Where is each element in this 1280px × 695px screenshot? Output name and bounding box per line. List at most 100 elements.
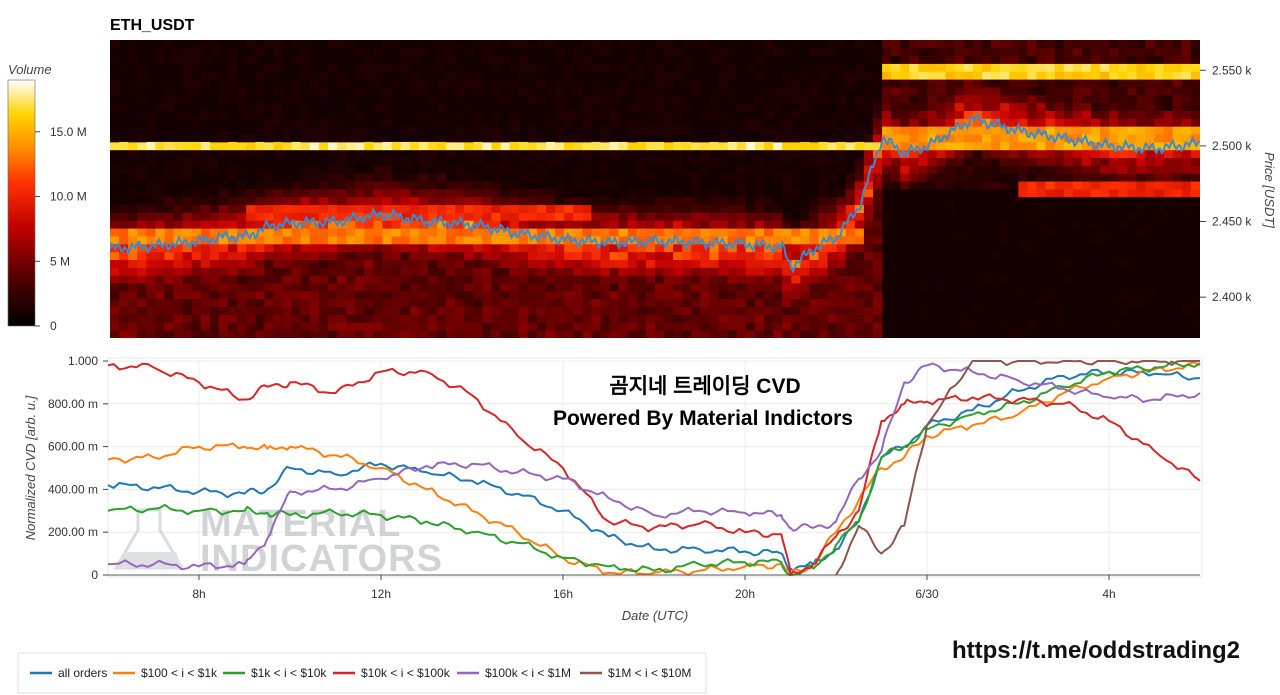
heatmap-cell xyxy=(1181,47,1192,57)
heatmap-cell xyxy=(418,290,429,300)
heatmap-cell xyxy=(500,165,511,174)
heatmap-cell xyxy=(400,275,411,284)
heatmap-cell xyxy=(418,79,429,88)
heatmap-cell xyxy=(373,173,383,182)
heatmap-cell xyxy=(346,314,356,323)
heatmap-cell xyxy=(546,275,556,284)
heatmap-cell xyxy=(1127,63,1137,72)
heatmap-cell xyxy=(1118,71,1128,80)
heatmap-cell xyxy=(473,141,483,151)
heatmap-cell xyxy=(500,330,511,338)
heatmap-cell xyxy=(1145,290,1155,300)
heatmap-cell xyxy=(373,306,383,315)
heatmap-cell xyxy=(182,189,193,198)
heatmap-cell xyxy=(1163,40,1174,49)
heatmap-cell xyxy=(836,110,847,119)
heatmap-cell xyxy=(1054,79,1065,88)
heatmap-cell xyxy=(546,306,556,315)
heatmap-cell xyxy=(573,55,583,64)
heatmap-cell xyxy=(409,283,420,292)
heatmap-cell xyxy=(418,126,429,135)
heatmap-cell xyxy=(446,298,456,308)
heatmap-cell xyxy=(455,330,465,338)
heatmap-cell xyxy=(237,134,247,143)
legend-item[interactable]: $10k < i < $100k xyxy=(333,666,451,680)
heatmap-cell xyxy=(282,157,293,166)
heatmap-cell xyxy=(818,251,828,260)
heatmap-cell xyxy=(273,298,283,308)
heatmap-cell xyxy=(836,87,847,96)
heatmap-cell xyxy=(146,189,156,198)
heatmap-cell xyxy=(882,157,892,166)
heatmap-cell xyxy=(518,157,529,166)
heatmap-cell xyxy=(773,87,783,96)
heatmap-cell xyxy=(382,306,392,315)
heatmap-cell xyxy=(328,118,338,127)
heatmap-cell xyxy=(836,149,847,159)
heatmap-cell xyxy=(309,306,320,315)
heatmap-cell xyxy=(863,87,874,96)
heatmap-cell xyxy=(1100,165,1110,174)
legend-item[interactable]: $1M < i < $10M xyxy=(580,666,691,680)
heatmap-cell xyxy=(219,141,229,151)
heatmap-cell xyxy=(963,55,974,64)
heatmap-cell xyxy=(491,314,501,323)
heatmap-cell xyxy=(146,236,156,245)
heatmap-cell xyxy=(682,204,692,213)
heatmap-cell xyxy=(110,40,120,49)
heatmap-cell xyxy=(945,55,956,64)
heatmap-cell xyxy=(318,71,329,80)
heatmap-cell xyxy=(1190,118,1200,127)
heatmap-cell xyxy=(300,71,311,80)
heatmap-cell xyxy=(627,243,638,253)
heatmap-cell xyxy=(1154,204,1165,213)
heatmap-cell xyxy=(1091,71,1101,80)
heatmap-cell xyxy=(546,87,556,96)
heatmap-cell xyxy=(618,243,629,253)
legend-item[interactable]: $100 < i < $1k xyxy=(113,666,218,680)
legend-item[interactable]: $100k < i < $1M xyxy=(457,666,571,680)
heatmap-cell xyxy=(536,196,547,206)
heatmap-cell xyxy=(200,298,211,308)
heatmap-cell xyxy=(655,196,665,206)
heatmap-cell xyxy=(555,290,565,300)
heatmap-cell xyxy=(464,173,474,182)
heatmap-cell xyxy=(209,220,220,229)
heatmap-cell xyxy=(573,283,583,292)
heatmap-cell xyxy=(927,79,937,88)
heatmap-cell xyxy=(873,306,883,315)
heatmap-cell xyxy=(809,87,819,96)
heatmap-cell xyxy=(791,94,801,104)
heatmap-cell xyxy=(418,157,429,166)
heatmap-cell xyxy=(909,40,919,49)
heatmap-cell xyxy=(518,40,529,49)
legend-item[interactable]: $1k < i < $10k xyxy=(223,666,327,680)
heatmap-cell xyxy=(1163,87,1174,96)
heatmap-cell xyxy=(464,322,474,331)
heatmap-cell xyxy=(309,173,320,182)
legend-item[interactable]: all orders xyxy=(30,666,107,680)
heatmap-cell xyxy=(600,306,610,315)
heatmap-cell xyxy=(873,259,883,268)
heatmap-cell xyxy=(582,306,592,315)
heatmap-cell xyxy=(418,87,429,96)
heatmap-cell xyxy=(936,118,947,127)
heatmap-cell xyxy=(1118,94,1128,104)
heatmap-cell xyxy=(573,134,583,143)
heatmap-cell xyxy=(1000,79,1010,88)
heatmap-cell xyxy=(972,94,983,104)
heatmap-cell xyxy=(464,181,474,190)
heatmap-cell xyxy=(954,94,965,104)
heatmap-cell xyxy=(173,228,184,237)
heatmap-cell xyxy=(1145,102,1155,111)
heatmap-cell xyxy=(1145,173,1155,182)
telegram-link[interactable]: https://t.me/oddstrading2 xyxy=(952,637,1240,664)
heatmap-cell xyxy=(1154,55,1165,64)
heatmap-cell xyxy=(1054,134,1065,143)
heatmap-cell xyxy=(827,314,838,323)
heatmap-cell xyxy=(645,110,656,119)
heatmap-cell xyxy=(582,267,592,276)
heatmap-cell xyxy=(455,228,465,237)
heatmap-cell xyxy=(382,157,392,166)
heatmap-cell xyxy=(863,189,874,198)
